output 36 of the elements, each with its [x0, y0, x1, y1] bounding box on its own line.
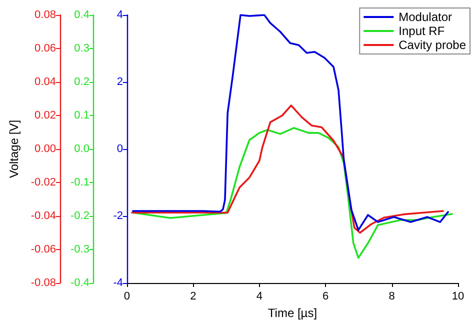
y3-tick-label: -2 — [113, 210, 123, 222]
line-series — [132, 126, 453, 259]
y2-tick-label: 0.4 — [74, 9, 90, 21]
x-tick-label: 6 — [322, 290, 329, 302]
y-tick-label: -0.02 — [30, 176, 56, 188]
legend-label: Cavity probe — [398, 38, 466, 52]
y-tick-label: -0.04 — [30, 210, 56, 222]
y3-tick-label: 0 — [116, 143, 123, 155]
x-tick-label: 2 — [190, 290, 196, 302]
x-tick-label: 4 — [256, 290, 262, 302]
y-axis-title: Voltage [V] — [7, 120, 21, 178]
x-tick-label: 8 — [388, 290, 395, 302]
x-tick-label: 0 — [124, 290, 130, 302]
y2-tick-label: 0.1 — [74, 110, 90, 122]
y2-tick-label: -0.1 — [70, 176, 90, 188]
line-series — [131, 104, 444, 234]
y-tick-label: 0.00 — [34, 143, 56, 155]
y-tick-label: 0.08 — [34, 9, 56, 21]
y-tick-label: 0.02 — [34, 110, 56, 122]
y-tick-label: -0.08 — [30, 277, 56, 289]
y2-tick-label: -0.4 — [70, 277, 90, 289]
y2-tick-label: 0.2 — [74, 76, 90, 88]
y3-tick-label: 2 — [116, 76, 123, 88]
y2-tick-label: 0.0 — [74, 143, 90, 155]
y-tick-label: 0.06 — [34, 42, 56, 54]
y2-tick-label: -0.2 — [70, 210, 90, 222]
y2-tick-label: -0.3 — [70, 244, 90, 256]
y-tick-label: -0.06 — [30, 244, 56, 256]
x-axis-title: Time [µs] — [268, 306, 318, 320]
legend-label: Modulator — [398, 10, 452, 24]
y3-tick-label: 4 — [116, 9, 123, 21]
y2-tick-label: 0.3 — [74, 42, 90, 54]
legend-label: Input RF — [398, 24, 445, 38]
x-tick-label: 10 — [452, 290, 464, 302]
y-tick-label: 0.04 — [34, 76, 56, 88]
y3-tick-label: -4 — [113, 277, 123, 289]
